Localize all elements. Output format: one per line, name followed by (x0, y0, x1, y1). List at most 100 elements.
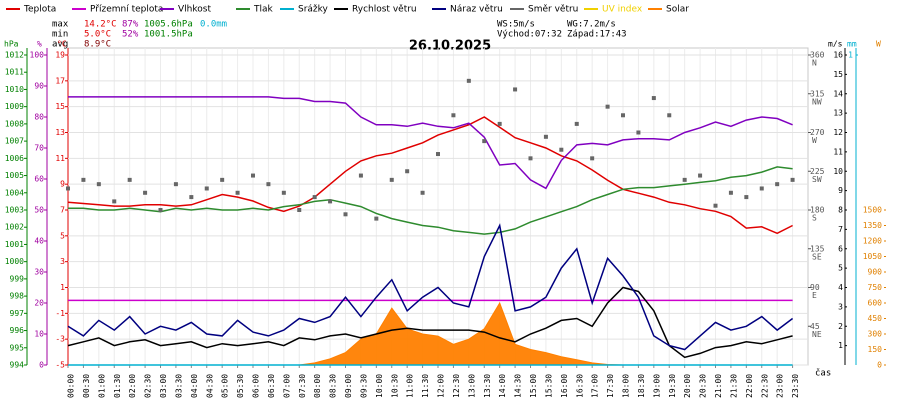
stat-label: min (52, 30, 68, 40)
y-tick-label: 10 (833, 167, 843, 176)
y-tick-label: 45 (810, 322, 820, 331)
y-tick-label: 0 (877, 361, 882, 370)
chart-title: 26.10.2025 (409, 39, 491, 54)
direction-point (698, 173, 703, 178)
series-line (68, 166, 793, 235)
y-tick-compass: SE (812, 252, 822, 261)
x-tick-label: 14:00 (498, 374, 507, 398)
info-wg: WG:7.2m/s (567, 20, 616, 30)
y-tick-label: 7 (838, 225, 843, 234)
direction-point (466, 78, 471, 83)
direction-point (420, 190, 425, 195)
direction-point (281, 190, 286, 195)
legend-label: Srážky (298, 5, 329, 15)
axis-title: mm (847, 40, 857, 49)
y-tick-label: 1 (60, 283, 65, 292)
x-tick-label: 10:30 (390, 374, 399, 398)
x-tick-label: 19:30 (668, 374, 677, 398)
x-tick-label: 09:30 (359, 374, 368, 398)
y-tick-label: -5 (55, 361, 65, 370)
y-tick-label: 60 (34, 175, 44, 184)
y-tick-label: 17 (55, 76, 65, 85)
y-tick-label: 998 (10, 292, 25, 301)
direction-point (328, 199, 333, 204)
y-tick-label: 1010 (5, 85, 24, 94)
y-tick-label: 5 (838, 264, 843, 273)
y-tick-label: 994 (10, 361, 25, 370)
x-tick-label: 03:30 (174, 374, 183, 398)
x-tick-label: 19:00 (652, 374, 661, 398)
legend-label: Vlhkost (178, 5, 211, 15)
stat-hum: 52% (122, 30, 139, 40)
axis-title: % (37, 40, 42, 49)
y-tick-label: 7 (60, 206, 65, 215)
direction-point (389, 177, 394, 182)
y-tick-label: 1011 (5, 68, 24, 77)
x-tick-label: 17:00 (591, 374, 600, 398)
y-tick-label: 5 (60, 231, 65, 240)
direction-point (158, 208, 163, 212)
y-tick-label: 3 (60, 257, 65, 266)
x-tick-label: 00:00 (67, 374, 76, 398)
y-tick-label: 1008 (5, 119, 24, 128)
stat-rain: 0.0mm (200, 20, 227, 30)
x-tick-label: 06:30 (267, 374, 276, 398)
x-tick-label: 23:00 (776, 374, 785, 398)
series-line (67, 223, 794, 351)
x-tick-label: 11:30 (421, 374, 430, 398)
direction-point (143, 190, 148, 195)
y-tick-label: 3 (838, 302, 843, 311)
y-tick-label: -3 (55, 335, 65, 344)
y-tick-label: 20 (34, 299, 44, 308)
stat-press: 1005.6hPa (144, 20, 193, 30)
y-tick-label: 11 (55, 154, 65, 163)
y-tick-label: 1500 (863, 206, 882, 215)
y-tick-compass: E (812, 291, 817, 300)
x-tick-label: 17:30 (606, 374, 615, 398)
legend-label: Teplota (23, 5, 56, 15)
y-tick-compass: N (812, 59, 817, 68)
direction-point (251, 173, 255, 178)
info-sunset: Západ:17:43 (567, 30, 627, 40)
direction-point (574, 121, 579, 126)
y-tick-label: 450 (868, 314, 883, 323)
y-tick-label: 1007 (5, 137, 24, 146)
x-tick-label: 02:00 (128, 374, 137, 398)
x-tick-label: 15:00 (529, 374, 538, 398)
y-tick-compass: S (812, 214, 817, 223)
x-tick-label: 10:00 (375, 374, 384, 398)
direction-point (682, 177, 687, 182)
direction-point (112, 199, 117, 204)
y-tick-label: 150 (868, 345, 883, 354)
x-tick-label: 01:00 (97, 374, 106, 398)
x-tick-label: 12:30 (452, 374, 461, 398)
direction-point (451, 113, 456, 118)
direction-point (189, 195, 194, 200)
direction-point (728, 190, 733, 195)
direction-point (667, 113, 672, 118)
y-tick-label: 1006 (5, 154, 24, 163)
x-tick-label: 21:30 (729, 374, 738, 398)
x-tick-label: 00:30 (82, 374, 91, 398)
stat-label: avg (52, 40, 68, 50)
axis-title: m/s (828, 40, 843, 49)
direction-point (559, 147, 564, 152)
y-tick-label: 1012 (5, 51, 24, 60)
direction-point (204, 186, 209, 191)
x-tick-label: 18:30 (637, 374, 646, 398)
direction-point (81, 177, 86, 182)
axis-title: hPa (4, 40, 19, 49)
stat-temp: 5.0°C (84, 30, 111, 40)
x-tick-label: 08:00 (313, 374, 322, 398)
y-tick-label: 315 (810, 89, 825, 98)
direction-point (621, 113, 625, 118)
y-tick-label: 999 (10, 274, 25, 283)
y-tick-label: 40 (34, 237, 44, 246)
y-tick-label: 100 (30, 51, 45, 60)
y-tick-label: 16 (833, 51, 843, 60)
y-tick-label: 1005 (5, 171, 24, 180)
y-tick-label: 19 (55, 51, 65, 60)
x-tick-label: 16:30 (575, 374, 584, 398)
y-tick-label: 900 (868, 268, 883, 277)
